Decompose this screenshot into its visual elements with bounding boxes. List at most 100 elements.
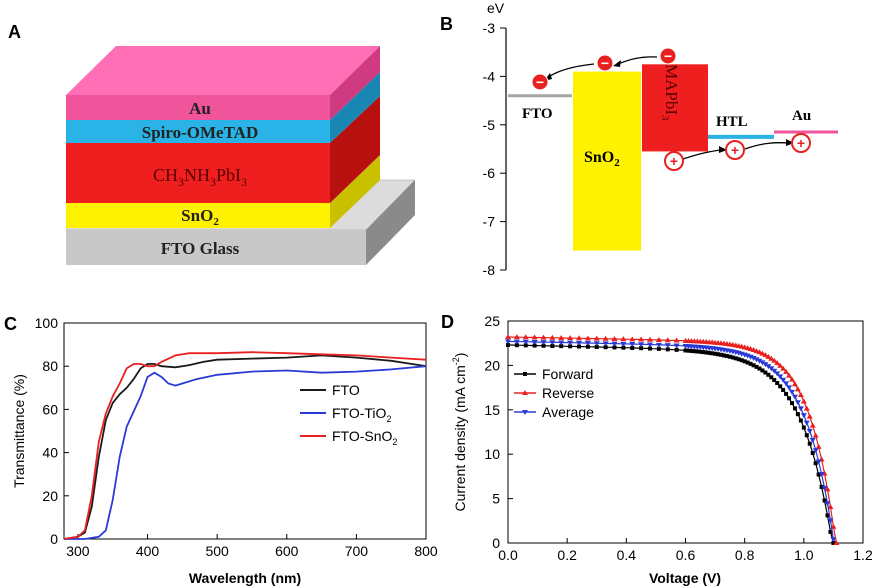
data-point — [757, 366, 762, 371]
data-point — [611, 341, 618, 347]
ev-unit-label: eV — [487, 0, 505, 16]
data-point — [763, 370, 768, 375]
arrow-head-1 — [613, 60, 621, 67]
y-tick-label: 20 — [484, 357, 500, 373]
data-point — [559, 344, 564, 349]
data-point — [819, 484, 824, 489]
data-point — [806, 428, 813, 434]
data-point — [716, 352, 721, 357]
data-point — [522, 339, 529, 345]
data-point — [721, 353, 726, 358]
hole-charge-1: + — [664, 151, 684, 171]
svg-text:+: + — [731, 142, 739, 158]
series-line-fto-sno — [63, 351, 427, 540]
data-point — [771, 368, 778, 374]
data-point — [593, 335, 600, 341]
data-point — [794, 400, 801, 406]
data-point — [522, 410, 528, 415]
energy-axis-ticks: -3 -4 -5 -6 -7 -8 — [483, 20, 506, 278]
data-point — [611, 335, 618, 341]
data-point — [780, 377, 787, 383]
data-point — [522, 334, 529, 340]
data-point — [775, 381, 780, 386]
data-point — [630, 345, 635, 350]
data-point — [784, 391, 789, 396]
x-tick-label: 0.0 — [498, 547, 518, 563]
data-point — [821, 485, 828, 491]
data-point — [698, 349, 703, 354]
legend-label: FTO — [332, 382, 360, 398]
data-point — [809, 422, 816, 428]
data-point — [753, 357, 760, 363]
chart-d-ylabel: Current density (mA cm-2) — [451, 353, 468, 512]
sno2-label: SnO2 — [584, 149, 620, 169]
data-point — [824, 501, 831, 507]
data-point — [629, 336, 636, 342]
htl-label: HTL — [716, 114, 748, 130]
series-average — [505, 339, 837, 543]
energy-tick-label: -8 — [483, 262, 496, 278]
y-tick-label: 5 — [492, 491, 500, 507]
data-point — [783, 381, 790, 387]
data-point — [550, 343, 555, 348]
data-point — [786, 385, 793, 391]
data-point — [745, 360, 750, 365]
data-point — [798, 418, 803, 423]
data-point — [713, 351, 718, 356]
data-point — [830, 537, 837, 543]
data-point — [549, 340, 556, 346]
x-tick-label: 800 — [414, 543, 438, 559]
data-point — [704, 350, 709, 355]
data-point — [523, 372, 527, 376]
x-tick-label: 0.6 — [676, 547, 696, 563]
electron-charge-3: − — [531, 73, 549, 91]
data-point — [806, 413, 813, 419]
data-point — [522, 390, 528, 395]
svg-text:−: − — [664, 48, 672, 64]
transmittance-chart: 300 400 500 600 700 800 0 20 40 60 80 100 FTO FTO-Ti… — [11, 315, 438, 586]
data-point — [584, 335, 591, 341]
mapbi3-label: MAPbI3 — [659, 64, 681, 121]
layer-label-fto-glass: FTO Glass — [161, 239, 240, 258]
x-tick-label: 700 — [345, 543, 369, 559]
data-point — [724, 354, 729, 359]
device-stack-diagram: Au Spiro-OMeTAD CH3NH3PbI3 SnO2 FTO Glas… — [65, 46, 416, 265]
hole-charge-3: + — [791, 133, 811, 153]
panel-a-label: A — [8, 22, 21, 42]
data-point — [833, 540, 840, 545]
data-point — [807, 441, 812, 446]
data-point — [540, 340, 547, 346]
data-point — [831, 541, 836, 545]
energy-tick-label: -4 — [483, 68, 496, 84]
data-point — [664, 343, 671, 349]
hole-transfer-arrow-1 — [682, 149, 723, 160]
y-tick-label: 0 — [492, 535, 500, 551]
data-point — [549, 334, 556, 340]
data-point — [774, 371, 781, 377]
au-front — [66, 95, 330, 120]
electron-charge-1: − — [659, 47, 677, 65]
data-point — [648, 346, 652, 351]
fto-glass-front — [66, 230, 366, 265]
chart-d-ticks: 0.0 0.2 0.4 0.6 0.8 1.0 1.2 0 5 10 15 20 25 — [484, 313, 873, 563]
legend-label: Average — [542, 404, 594, 420]
data-point — [506, 342, 510, 347]
data-point — [815, 459, 822, 465]
data-point — [786, 372, 793, 378]
series-line-fto-tio — [64, 365, 427, 540]
data-point — [750, 355, 757, 361]
series-line-fto — [63, 354, 427, 540]
data-point — [629, 342, 636, 348]
x-tick-label: 300 — [66, 543, 90, 559]
data-point — [759, 350, 766, 356]
data-point — [540, 334, 547, 340]
au-label: Au — [792, 108, 811, 124]
data-point — [803, 405, 810, 411]
data-point — [824, 486, 831, 492]
chart-d-legend: Forward Reverse Average — [514, 366, 594, 420]
y-tick-label: 25 — [484, 313, 500, 329]
data-point — [620, 341, 627, 347]
data-point — [664, 337, 671, 343]
data-point — [768, 355, 775, 361]
data-point — [816, 472, 821, 477]
